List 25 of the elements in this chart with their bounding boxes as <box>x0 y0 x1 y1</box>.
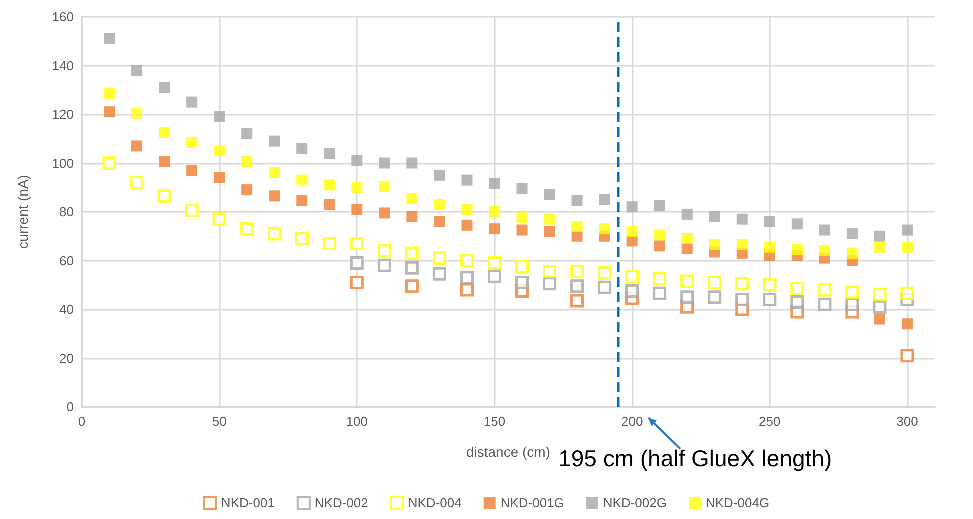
y-tick-label: 40 <box>60 302 74 317</box>
x-tick-label: 0 <box>78 414 86 429</box>
x-tick-label: 300 <box>896 414 918 429</box>
x-tick-label: 50 <box>212 414 227 429</box>
y-axis-title: current (nA) <box>15 175 31 249</box>
y-tick-label: 60 <box>60 253 74 268</box>
y-tick-label: 160 <box>52 10 74 24</box>
x-axis-title: distance (cm) <box>466 444 551 460</box>
legend-label: NKD-004 <box>408 496 462 510</box>
x-tick-label: 250 <box>759 414 781 429</box>
legend-label: NKD-001 <box>221 496 275 510</box>
x-tick-label: 150 <box>484 414 506 429</box>
y-tick-label: 120 <box>52 107 74 122</box>
x-tick-label: 100 <box>346 414 368 429</box>
legend-label: NKD-001G <box>500 496 564 510</box>
legend-label: NKD-004G <box>706 496 770 510</box>
annotation: 195 cm (half GlueX length) <box>558 446 832 472</box>
legend-label: NKD-002 <box>314 496 368 510</box>
y-tick-label: 20 <box>60 350 74 366</box>
legend-label: NKD-002G <box>603 496 667 510</box>
x-tick-label: 200 <box>621 414 644 429</box>
y-tick-label: 0 <box>66 400 74 414</box>
y-tick-label: 100 <box>52 156 74 171</box>
y-tick-label: 80 <box>60 204 74 220</box>
y-tick-label: 140 <box>52 58 74 74</box>
